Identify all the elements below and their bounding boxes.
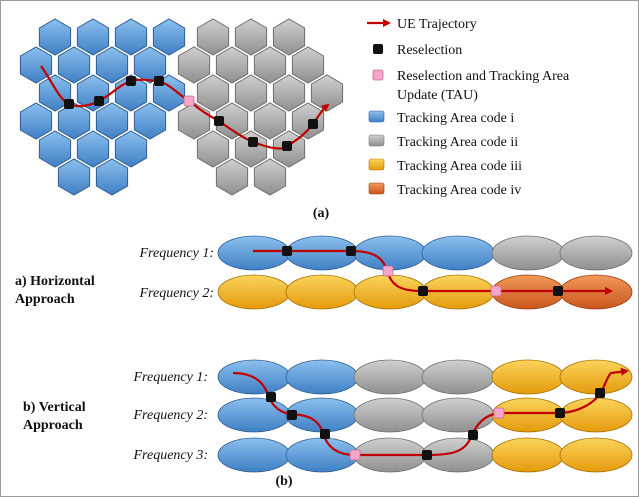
reselection-marker <box>595 388 605 398</box>
hex-cell <box>310 74 344 112</box>
hex-cell <box>234 130 268 168</box>
hex-cell <box>19 46 53 84</box>
hex-cell <box>253 102 287 140</box>
horizontal-approach: Frequency 1: Frequency 2: a) Horizontal … <box>15 235 633 310</box>
reselection-marker <box>94 96 104 106</box>
hex-cell <box>114 18 148 56</box>
legend-tau-line1: Reselection and Tracking Area <box>397 69 570 84</box>
hex-grid <box>19 18 344 196</box>
legend-reselection: Reselection <box>397 43 462 58</box>
legend-ta-ii: Tracking Area code ii <box>397 135 518 150</box>
hex-cell <box>215 158 249 196</box>
tau-marker <box>349 449 361 461</box>
vertical-freq2-row <box>217 397 633 433</box>
hex-reselection-markers <box>64 76 318 151</box>
hex-cell <box>234 74 268 112</box>
hex-cell <box>215 46 249 84</box>
reselection-marker <box>126 76 136 86</box>
hex-cell <box>215 102 249 140</box>
hex-cell <box>19 102 53 140</box>
caption-a: (a) <box>313 206 330 221</box>
reselection-marker <box>64 99 74 109</box>
vertical-approach: Frequency 1: Frequency 2: Frequency 3: b… <box>23 359 633 473</box>
vertical-freq1-row <box>217 359 633 395</box>
hex-cell <box>133 46 167 84</box>
vertical-title-line1: b) Vertical <box>23 400 86 415</box>
legend-tau-line2: Update (TAU) <box>397 88 478 103</box>
hex-cell <box>114 130 148 168</box>
tau-marker <box>493 407 505 419</box>
legend-trajectory: UE Trajectory <box>397 17 477 32</box>
reselection-marker <box>308 119 318 129</box>
horizontal-freq1-row <box>217 235 633 271</box>
hex-cell <box>177 102 211 140</box>
hex-cell <box>76 130 110 168</box>
vertical-freq1-label: Frequency 1: <box>133 370 209 385</box>
reselection-marker <box>287 410 297 420</box>
reselection-marker <box>154 76 164 86</box>
horizontal-freq2-label: Frequency 2: <box>139 286 215 301</box>
reselection-marker <box>418 286 428 296</box>
reselection-marker <box>282 246 292 256</box>
hex-cell <box>196 18 230 56</box>
reselection-marker <box>248 137 258 147</box>
hex-cell <box>38 18 72 56</box>
vertical-freq3-label: Frequency 3: <box>133 448 209 463</box>
reselection-marker <box>320 429 330 439</box>
hex-cell <box>95 102 129 140</box>
horizontal-title-line1: a) Horizontal <box>15 274 95 289</box>
hex-cell <box>76 18 110 56</box>
legend-ta-iii: Tracking Area code iii <box>397 159 522 174</box>
reselection-marker <box>422 450 432 460</box>
tau-marker <box>490 285 502 297</box>
hex-cell <box>95 46 129 84</box>
hex-cell <box>177 46 211 84</box>
hex-cell <box>272 74 306 112</box>
hex-cell <box>57 46 91 84</box>
legend-ta-i: Tracking Area code i <box>397 111 514 126</box>
hex-cell <box>291 46 325 84</box>
horizontal-freq1-label: Frequency 1: <box>139 246 215 261</box>
reselection-marker <box>266 392 276 402</box>
hex-cell <box>253 158 287 196</box>
reselection-marker <box>282 141 292 151</box>
legend: UE Trajectory Reselection Reselection an… <box>367 17 570 198</box>
hex-cell <box>95 158 129 196</box>
hex-cell <box>196 74 230 112</box>
hex-cell <box>196 130 230 168</box>
hex-cell <box>57 158 91 196</box>
reselection-marker <box>214 116 224 126</box>
horizontal-title-line2: Approach <box>15 292 75 307</box>
reselection-marker <box>346 246 356 256</box>
vertical-freq2-label: Frequency 2: <box>133 408 209 423</box>
caption-b: (b) <box>275 474 292 489</box>
hex-cell <box>234 18 268 56</box>
hex-cell <box>133 102 167 140</box>
hex-cell <box>57 102 91 140</box>
legend-ta-iv: Tracking Area code iv <box>397 183 521 198</box>
hex-cell <box>152 18 186 56</box>
reselection-marker <box>468 430 478 440</box>
reselection-marker <box>553 286 563 296</box>
tau-marker <box>382 265 394 277</box>
horizontal-freq2-row <box>217 274 633 310</box>
reselection-marker <box>555 408 565 418</box>
hex-cell <box>38 130 72 168</box>
tau-marker <box>183 95 195 107</box>
vertical-title-line2: Approach <box>23 418 83 433</box>
hex-cell <box>253 46 287 84</box>
hex-cell <box>272 18 306 56</box>
